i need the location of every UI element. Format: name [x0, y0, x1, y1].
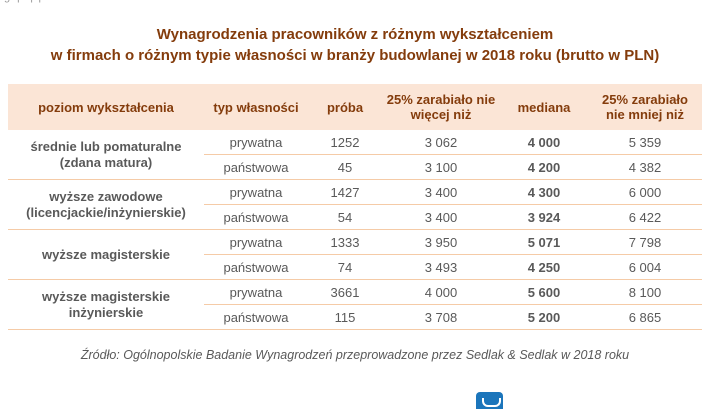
wynagrodzenia-logo: [476, 392, 503, 409]
table-row: średnie lub pomaturalne (zdana matura) p…: [8, 130, 702, 180]
salary-table: poziom wykształcenia typ własności próba…: [8, 84, 702, 330]
title-line-2: w firmach o różnym typie własności w bra…: [50, 47, 660, 64]
ownership-cell: państwowa: [204, 154, 308, 180]
sample-cell: 45: [308, 154, 382, 180]
ownership-cell: prywatna: [204, 130, 308, 155]
p25-cell: 3 708: [382, 304, 500, 330]
sample-cell: 1252: [308, 130, 382, 155]
ownership-cell: państwowa: [204, 304, 308, 330]
median-cell: 4 300: [500, 179, 588, 205]
p75-cell: 6 000: [588, 179, 702, 205]
sample-cell: 54: [308, 204, 382, 230]
ownership-cell: prywatna: [204, 279, 308, 305]
col-header-p75: 25% zarabiało nie mniej niż: [588, 84, 702, 130]
sample-cell: 115: [308, 304, 382, 330]
median-cell: 4 000: [500, 130, 588, 155]
table-row: wyższe magisterskie prywatna 1333 3 950 …: [8, 229, 702, 280]
p75-cell: 6 422: [588, 204, 702, 230]
col-header-median: mediana: [500, 84, 588, 130]
source-note: Źródło: Ogólnopolskie Badanie Wynagrodze…: [80, 348, 630, 362]
sample-cell: 1333: [308, 229, 382, 255]
median-cell: 4 250: [500, 254, 588, 280]
median-cell: 5 200: [500, 304, 588, 330]
ownership-cell: państwowa: [204, 254, 308, 280]
p75-cell: 6 865: [588, 304, 702, 330]
ownership-cell: prywatna: [204, 179, 308, 205]
ownership-cell: państwowa: [204, 204, 308, 230]
p25-cell: 4 000: [382, 279, 500, 305]
p25-cell: 3 493: [382, 254, 500, 280]
sample-cell: 3661: [308, 279, 382, 305]
education-line-1: wyższe zawodowe: [49, 188, 163, 204]
education-line-2: (licencjackie/inżynierskie): [26, 204, 186, 220]
p75-cell: 5 359: [588, 130, 702, 155]
table-row: państwowa 54 3 400 3 924 6 422: [8, 204, 702, 230]
education-line-2: (zdana matura): [59, 154, 153, 170]
p75-cell: 8 100: [588, 279, 702, 305]
education-line-1: wyższe magisterskie: [42, 288, 170, 304]
p25-cell: 3 950: [382, 229, 500, 255]
col-header-p25: 25% zarabiało nie więcej niż: [382, 84, 500, 130]
col-header-education: poziom wykształcenia: [8, 84, 204, 130]
p75-cell: 4 382: [588, 154, 702, 180]
p25-cell: 3 062: [382, 130, 500, 155]
median-cell: 4 200: [500, 154, 588, 180]
table-row: państwowa 115 3 708 5 200 6 865: [8, 304, 702, 330]
median-cell: 5 071: [500, 229, 588, 255]
p25-cell: 3 400: [382, 179, 500, 205]
title-line-1: Wynagrodzenia pracowników z różnym wyksz…: [156, 26, 554, 43]
col-header-ownership: typ własności: [204, 84, 308, 130]
education-cell: średnie lub pomaturalne (zdana matura): [8, 130, 204, 180]
logo-w-icon: [482, 398, 501, 407]
education-line-2: inżynierskie: [68, 304, 144, 320]
col-header-sample: próba: [308, 84, 382, 130]
table-row: wyższe magisterskie inżynierskie prywatn…: [8, 279, 702, 330]
p75-cell: 7 798: [588, 229, 702, 255]
sample-cell: 1427: [308, 179, 382, 205]
clipped-text-top: g p pp: [4, 0, 47, 3]
education-cell: wyższe magisterskie: [8, 229, 204, 280]
table-row: wyższe zawodowe (licencjackie/inżyniersk…: [8, 179, 702, 230]
ownership-cell: prywatna: [204, 229, 308, 255]
education-line-1: średnie lub pomaturalne: [30, 138, 182, 154]
p25-cell: 3 400: [382, 204, 500, 230]
page-title: Wynagrodzenia pracowników z różnym wyksz…: [0, 24, 710, 66]
table-row: państwowa 74 3 493 4 250 6 004: [8, 254, 702, 280]
median-cell: 5 600: [500, 279, 588, 305]
table-row: państwowa 45 3 100 4 200 4 382: [8, 154, 702, 180]
p75-cell: 6 004: [588, 254, 702, 280]
education-line-1: wyższe magisterskie: [42, 246, 170, 262]
education-cell: wyższe zawodowe (licencjackie/inżyniersk…: [8, 179, 204, 230]
education-cell: wyższe magisterskie inżynierskie: [8, 279, 204, 330]
sample-cell: 74: [308, 254, 382, 280]
table-header-row: poziom wykształcenia typ własności próba…: [8, 84, 702, 130]
p25-cell: 3 100: [382, 154, 500, 180]
median-cell: 3 924: [500, 204, 588, 230]
